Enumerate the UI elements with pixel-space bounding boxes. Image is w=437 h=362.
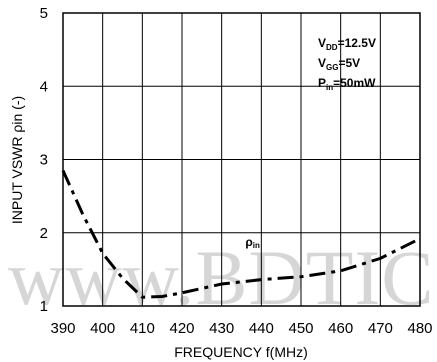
y-tick-label: 3 xyxy=(40,152,48,169)
y-tick-label: 5 xyxy=(40,5,48,22)
condition-pin: Pin=50mW xyxy=(318,76,376,92)
x-tick-label: 480 xyxy=(407,320,432,337)
condition-vdd: VDD=12.5V xyxy=(318,36,376,52)
x-tick-label: 470 xyxy=(368,320,393,337)
x-tick-label: 440 xyxy=(249,320,274,337)
y-tick-label: 1 xyxy=(40,298,48,315)
watermark: www.BDTIC.com xyxy=(8,234,437,321)
x-tick-label: 420 xyxy=(169,320,194,337)
x-tick-label: 410 xyxy=(130,320,155,337)
conditions-box: VDD=12.5V VGG=5V Pin=50mW xyxy=(318,36,376,92)
plot-frame xyxy=(62,12,421,307)
x-tick-label: 450 xyxy=(288,320,313,337)
x-tick-label: 390 xyxy=(50,320,75,337)
x-tick-label: 430 xyxy=(209,320,234,337)
y-tick-labels: 1 2 3 4 5 xyxy=(40,5,48,315)
y-tick-label: 2 xyxy=(40,225,48,242)
y-axis-title: INPUT VSWR ρin (-) xyxy=(9,96,25,224)
x-tick-labels: 390 400 410 420 430 440 450 460 470 480 xyxy=(50,320,432,337)
x-axis-title: FREQUENCY f(MHz) xyxy=(174,344,308,360)
x-tick-label: 460 xyxy=(328,320,353,337)
condition-vgg: VGG=5V xyxy=(318,56,360,72)
y-tick-label: 4 xyxy=(40,78,48,95)
x-tick-label: 400 xyxy=(90,320,115,337)
